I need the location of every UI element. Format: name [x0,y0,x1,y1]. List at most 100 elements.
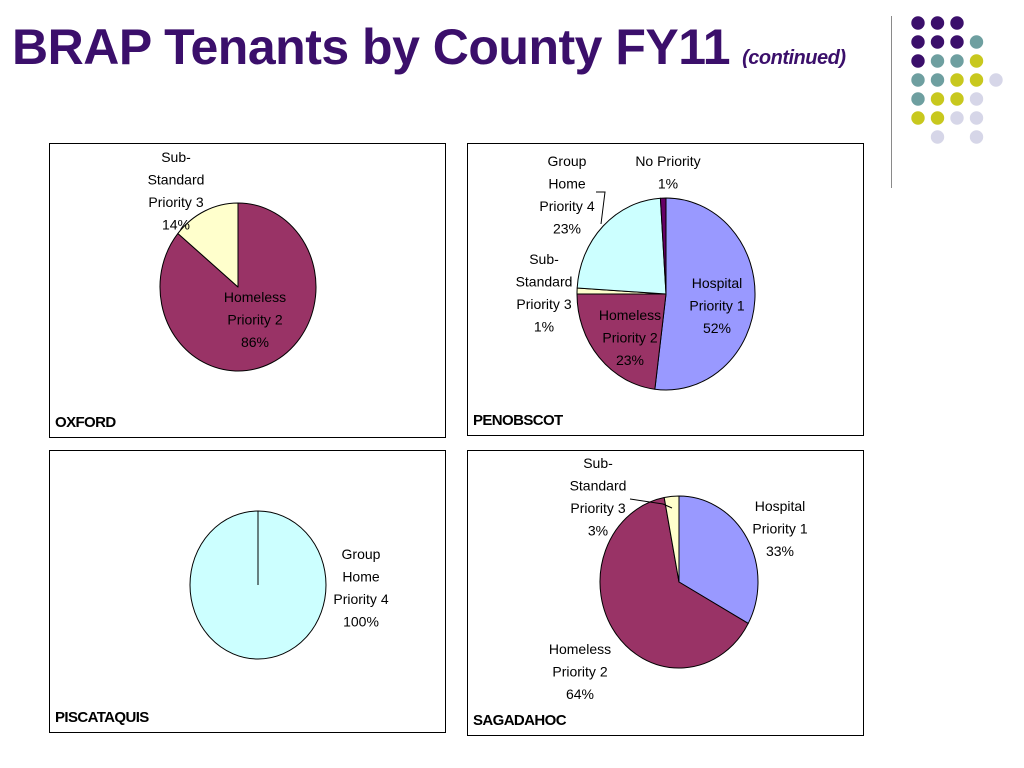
data-label-group-home-priority-4: Group Home Priority 4 100% [333,546,388,630]
data-label-line: Home [548,176,586,192]
decor-dot [969,73,984,87]
pie-slice-hospital-priority-1 [678,495,759,624]
decorative-dot-grid [911,16,1003,144]
data-label-line: Standard [516,274,573,290]
leader-line-sub-standard-priority-3 [629,498,673,509]
decor-dot [969,130,984,144]
chart-panel-sagadahoc: Hospital Priority 1 33% Homeless Priority 2 6… [467,450,864,736]
decor-dot [911,73,925,87]
data-label-hospital-priority-1: Hospital Priority 1 52% [689,275,744,336]
leader-line-group-home-priority-4 [596,191,606,225]
pie-chart-piscataquis: Group Home Priority 4 100% [189,510,389,660]
county-label-oxford: OXFORD [55,414,116,431]
data-label-line: Priority 3 [516,296,571,312]
decor-dot [950,73,964,87]
data-label-line: Priority 3 [570,500,625,516]
chart-panel-oxford: Homeless Priority 2 86% Sub- Standard Priorit… [49,143,446,438]
data-label-line: 64% [566,686,594,702]
decor-dot [950,54,964,68]
data-label-line: Homeless [224,289,286,305]
pie-slice-group-home-priority-4 [576,197,667,295]
data-label-line: Home [342,569,380,585]
data-label-line: Standard [570,478,627,494]
data-label-line: No Priority [635,153,700,169]
pie-slice-sub-standard-priority-3 [177,202,239,288]
data-label-line: 23% [616,352,644,368]
data-label-line: Group [548,153,587,169]
data-label-sub-standard-priority-3: Sub- Standard Priority 3 3% [570,455,627,539]
data-label-line: 1% [658,176,678,192]
decor-dot [930,35,945,49]
data-label-line: Sub- [161,149,191,165]
data-label-homeless-priority-2: Homeless Priority 2 23% [599,307,661,368]
data-label-sub-standard-priority-3: Sub- Standard Priority 3 1% [516,251,573,335]
decor-dot [989,73,1003,87]
data-label-line: 23% [553,221,581,237]
county-label-penobscot: PENOBSCOT [473,412,563,429]
data-label-line: Priority 3 [148,194,203,210]
decor-dot [969,111,984,125]
pie-chart-penobscot: Hospital Priority 1 52% Homeless Priority 2 2… [516,153,756,391]
decor-dot [950,16,964,30]
data-label-line: Group [342,546,381,562]
data-label-line: Priority 2 [227,312,282,328]
data-label-line: Priority 4 [539,198,594,214]
data-label-line: 33% [766,543,794,559]
decor-dot [969,35,984,49]
decor-dot [911,54,925,68]
title-text: BRAP Tenants by County FY11 [12,19,731,75]
decor-dot [950,35,964,49]
data-label-line: Priority 2 [602,330,657,346]
data-label-line: 86% [241,334,269,350]
county-label-piscataquis: PISCATAQUIS [55,709,149,726]
decor-dot [950,111,964,125]
pie-slice-homeless-priority-2 [599,497,749,669]
data-label-line: Sub- [529,251,559,267]
pie-chart-sagadahoc: Hospital Priority 1 33% Homeless Priority 2 6… [549,455,808,702]
data-label-homeless-priority-2: Homeless Priority 2 64% [549,641,611,702]
data-label-line: 100% [343,614,379,630]
data-label-line: Hospital [692,275,743,291]
decor-dot [911,92,925,106]
data-label-line: 14% [162,217,190,233]
chart-panel-penobscot: Hospital Priority 1 52% Homeless Priority 2 2… [467,143,864,436]
data-label-line: Sub- [583,455,613,471]
pie-slice-hospital-priority-1 [654,197,756,391]
decor-dot [930,111,945,125]
data-label-line: Priority 4 [333,591,388,607]
decor-dot [930,92,945,106]
data-label-line: Hospital [755,498,806,514]
decor-dot [911,111,925,125]
slide-title: BRAP Tenants by County FY11 (continued) [12,18,846,76]
pie-slice-no-priority [659,197,667,295]
chart-panel-piscataquis: Group Home Priority 4 100% PISCATAQUIS [49,450,446,733]
data-label-no-priority: No Priority 1% [635,153,700,192]
data-label-line: Priority 1 [752,521,807,537]
decor-dot [930,73,945,87]
divider-line [891,16,892,188]
data-label-line: 1% [534,319,554,335]
decor-dot [969,92,984,106]
decor-dot [911,35,925,49]
decor-dot [950,92,964,106]
data-label-line: Priority 2 [552,664,607,680]
data-label-sub-standard-priority-3: Sub- Standard Priority 3 14% [148,149,205,233]
pie-chart-oxford: Homeless Priority 2 86% Sub- Standard Priorit… [148,149,317,372]
county-label-sagadahoc: SAGADAHOC [473,712,567,729]
data-label-line: Homeless [599,307,661,323]
data-label-line: Priority 1 [689,298,744,314]
data-label-homeless-priority-2: Homeless Priority 2 86% [224,289,286,350]
data-label-line: 3% [588,523,608,539]
data-label-line: Homeless [549,641,611,657]
title-continued: (continued) [742,47,846,69]
data-label-group-home-priority-4: Group Home Priority 4 23% [539,153,594,237]
data-label-line: 52% [703,320,731,336]
pie-slice-homeless-priority-2 [576,293,667,390]
pie-slice-sub-standard-priority-3 [663,495,680,583]
decor-dot [930,54,945,68]
decor-dot [911,16,925,30]
decor-dot [930,16,945,30]
data-label-line: Standard [148,172,205,188]
decor-dot [969,54,984,68]
decor-dot [930,130,945,144]
